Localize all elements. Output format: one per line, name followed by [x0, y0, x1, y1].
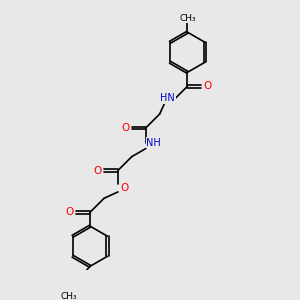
- Text: O: O: [121, 123, 129, 133]
- Text: O: O: [93, 166, 101, 176]
- Text: O: O: [65, 207, 74, 217]
- Text: HN: HN: [160, 93, 175, 103]
- Text: CH₃: CH₃: [60, 292, 77, 300]
- Text: O: O: [203, 81, 211, 91]
- Text: NH: NH: [146, 138, 161, 148]
- Text: O: O: [121, 183, 129, 193]
- Text: CH₃: CH₃: [179, 14, 196, 22]
